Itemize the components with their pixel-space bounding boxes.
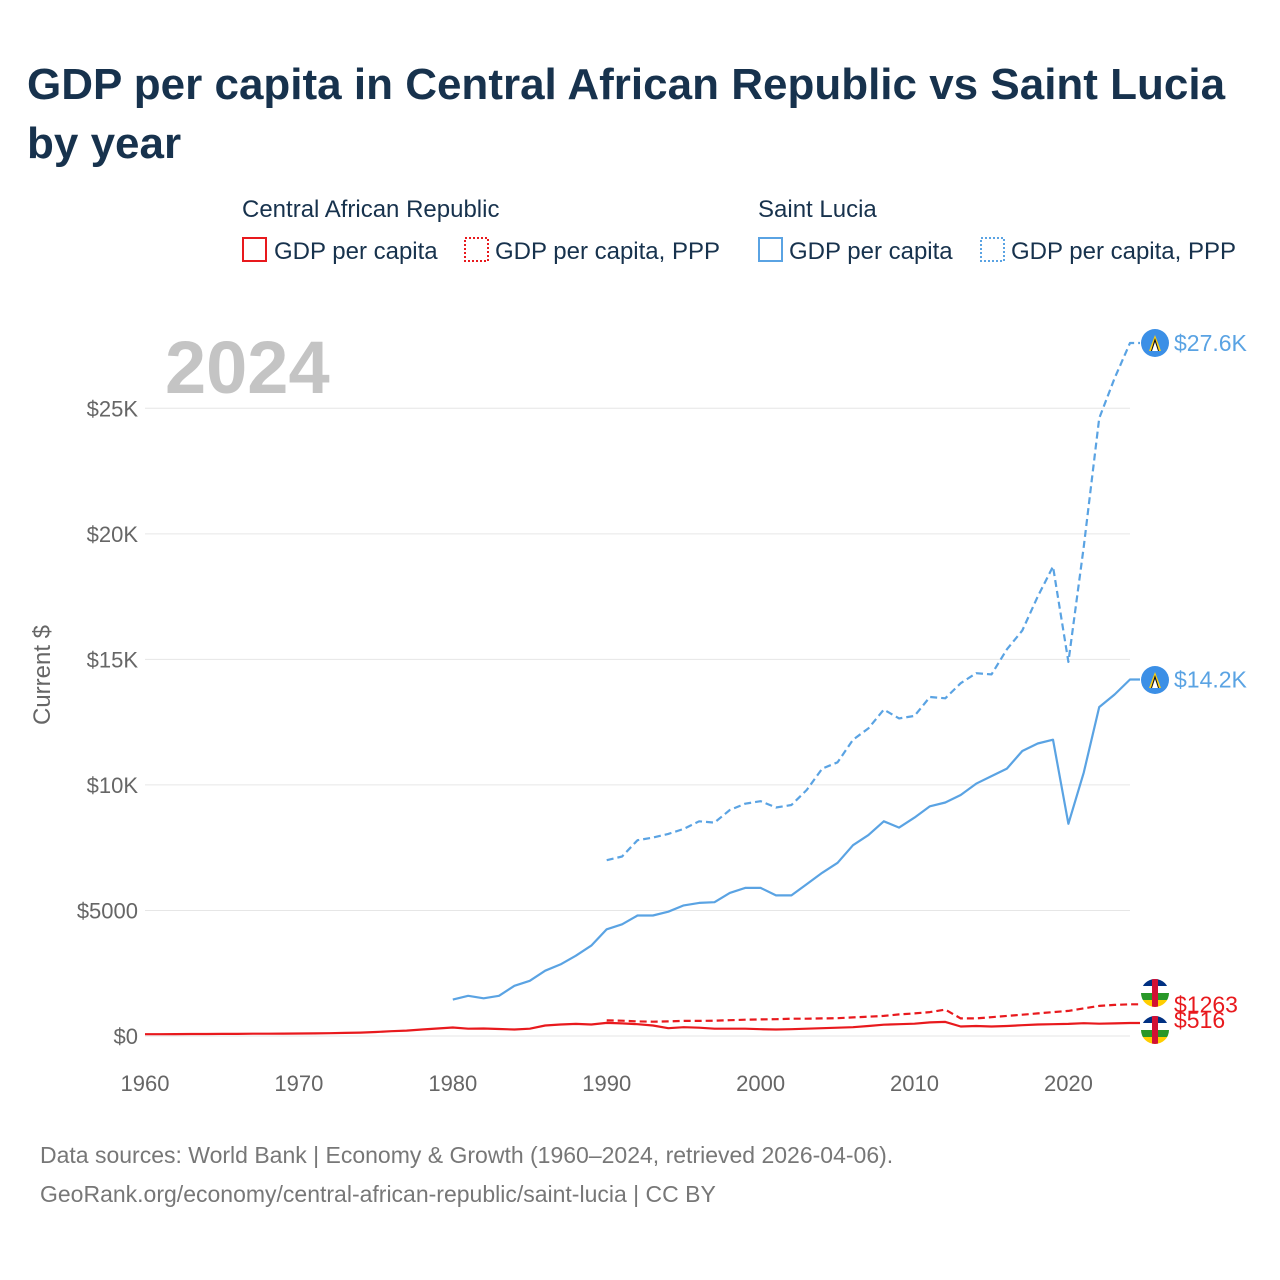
legend-swatch-lca-gdp (758, 237, 783, 262)
series-line-saint-lucia-gdp-per-capita (452, 678, 1140, 1001)
y-tick-label: $5000 (77, 898, 138, 923)
y-tick-label: $0 (114, 1024, 138, 1049)
y-tick-label: $15K (87, 647, 139, 672)
legend-swatch-lca-ppp (980, 237, 1005, 262)
end-labels: $27.6K $14.2K $1263$516 (1174, 330, 1248, 1033)
end-value-label: $1263 (1174, 991, 1238, 1017)
chart-title: GDP per capita in Central African Republ… (27, 60, 1226, 168)
series-line-central-african-republic-gdp-per-capita-ppp (606, 1003, 1140, 1023)
central-african-republic-flag-icon (1141, 1016, 1169, 1044)
end-value-label: $516 (1174, 1007, 1225, 1033)
series-line-saint-lucia-gdp-per-capita-ppp (606, 341, 1140, 862)
legend-label-car-gdp: GDP per capita (274, 238, 438, 265)
y-tick-label: $10K (87, 773, 139, 798)
legend: Central African Republic GDP per capita … (242, 196, 1236, 265)
y-tick-label: $25K (87, 396, 139, 421)
legend-swatch-car-gdp (242, 237, 267, 262)
legend-label-car-ppp: GDP per capita, PPP (495, 238, 720, 265)
legend-group-car: Central African Republic (242, 196, 499, 223)
source-line: Data sources: World Bank | Economy & Gro… (40, 1142, 893, 1168)
x-tick-label: 1990 (582, 1071, 631, 1096)
x-tick-label: 1980 (428, 1071, 477, 1096)
y-axis-label: Current $ (29, 625, 56, 725)
legend-label-lca-ppp: GDP per capita, PPP (1011, 238, 1236, 265)
saint-lucia-flag-icon (1141, 666, 1169, 694)
y-tick-label: $20K (87, 522, 139, 547)
gridlines (145, 407, 1130, 1037)
x-tick-label: 2020 (1044, 1071, 1093, 1096)
source-url[interactable]: GeoRank.org/economy/central-african-repu… (40, 1181, 716, 1207)
x-tick-label: 2000 (736, 1071, 785, 1096)
legend-group-lca: Saint Lucia (758, 196, 877, 223)
series-line-central-african-republic-gdp-per-capita (145, 1020, 1140, 1036)
end-value-label: $14.2K (1174, 666, 1248, 692)
legend-swatch-car-ppp (464, 237, 489, 262)
saint-lucia-flag-icon (1141, 329, 1169, 357)
y-axis-ticks: $0 $5000 $10K $15K $20K $25K (77, 396, 139, 1049)
x-tick-label: 2010 (890, 1071, 939, 1096)
year-label: 2024 (165, 326, 330, 409)
x-tick-label: 1960 (121, 1071, 170, 1096)
x-tick-label: 1970 (274, 1071, 323, 1096)
series-lines (145, 341, 1140, 1036)
end-value-label: $27.6K (1174, 330, 1248, 356)
x-axis-ticks: 1960 1970 1980 1990 2000 2010 2020 (121, 1071, 1093, 1096)
legend-label-lca-gdp: GDP per capita (789, 238, 953, 265)
central-african-republic-flag-icon (1141, 979, 1169, 1007)
